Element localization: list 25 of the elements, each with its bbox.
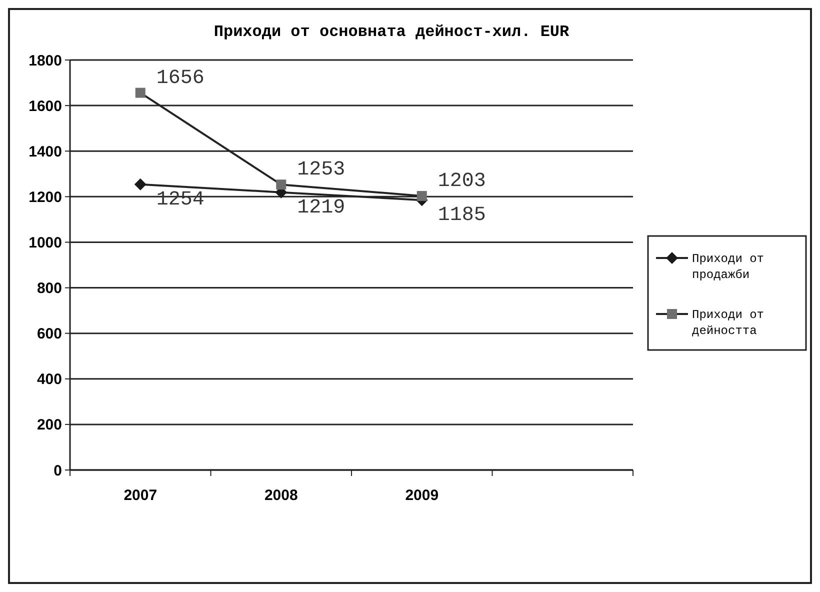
x-tick-label: 2007 (124, 487, 158, 504)
data-label: 1185 (438, 204, 486, 228)
point (276, 180, 286, 190)
y-tick-label: 1200 (28, 188, 62, 206)
x-tick-label: 2009 (405, 487, 439, 504)
y-tick-label: 0 (54, 462, 62, 480)
y-tick-label: 1800 (28, 52, 62, 70)
y-tick-label: 1000 (28, 234, 62, 252)
y-tick-label: 200 (36, 416, 62, 434)
point (135, 88, 146, 98)
data-label: 1203 (438, 170, 486, 193)
y-tick-label: 1600 (28, 98, 62, 115)
chart-title: Приходи от основната дейност-хил. EUR (214, 23, 570, 41)
point (134, 178, 146, 190)
y-tick-label: 400 (36, 371, 62, 388)
x-tick-label: 2008 (264, 487, 298, 504)
y-tick-label: 800 (36, 280, 62, 298)
data-label: 1219 (297, 196, 346, 220)
y-tick-label: 600 (36, 326, 62, 343)
data-label: 1253 (297, 158, 346, 182)
point (416, 190, 427, 201)
y-tick-label: 1400 (28, 143, 62, 160)
data-label: 1656 (156, 66, 204, 90)
legend-label: Приходи от продажби (692, 252, 764, 282)
legend-label: Приходи от дейността (692, 308, 764, 338)
